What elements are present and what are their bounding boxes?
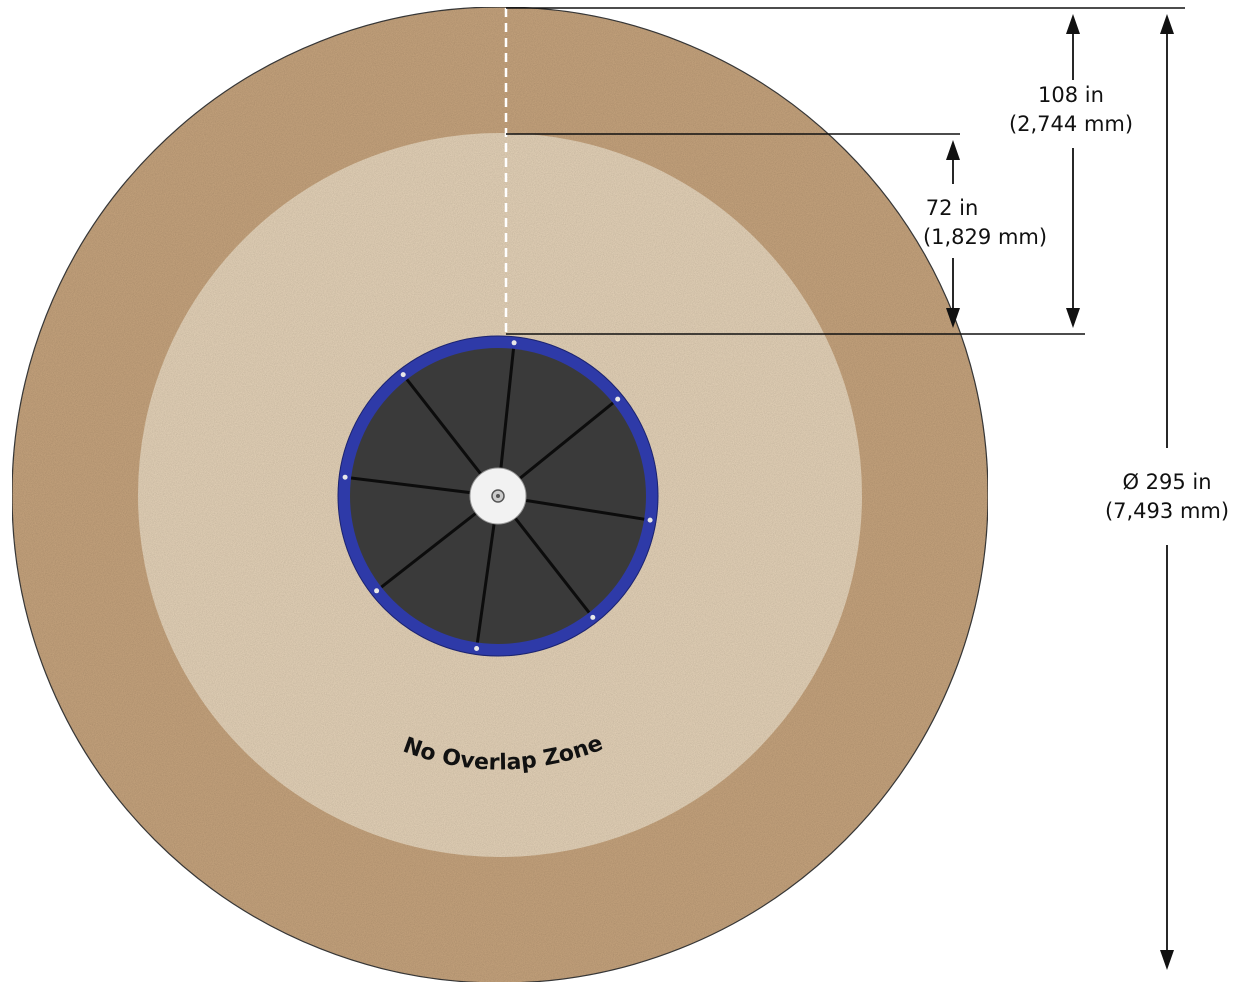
arrowhead-icon xyxy=(1160,14,1174,34)
arrowhead-icon xyxy=(1066,14,1080,34)
bolt-icon xyxy=(511,340,517,346)
bolt-icon xyxy=(342,474,348,480)
equipment-spokes xyxy=(342,340,653,651)
bolt-icon xyxy=(590,614,596,620)
spoke xyxy=(380,512,477,589)
spoke xyxy=(405,378,482,475)
arrowhead-icon xyxy=(946,140,960,160)
equipment-top-view xyxy=(337,335,659,657)
arrowhead-icon xyxy=(946,308,960,328)
dimension-outer-offset: 108 in (2,744 mm) xyxy=(1009,14,1133,328)
arrowhead-icon xyxy=(1066,308,1080,328)
inner-offset-value: 72 in xyxy=(926,196,979,220)
spoke xyxy=(475,523,496,643)
bolt-icon xyxy=(400,372,406,378)
bolt-icon xyxy=(474,646,480,651)
outer-offset-metric: (2,744 mm) xyxy=(1009,112,1133,136)
spoke xyxy=(514,517,591,614)
dimension-diameter: Ø 295 in (7,493 mm) xyxy=(1105,14,1229,970)
spoke xyxy=(499,348,515,469)
spoke xyxy=(350,476,471,495)
spoke xyxy=(518,401,614,480)
hub-dot-icon xyxy=(496,494,500,498)
bolt-icon xyxy=(647,517,653,523)
bolt-icon xyxy=(615,396,621,402)
dimension-inner-offset: 72 in (1,829 mm) xyxy=(923,140,1047,328)
inner-offset-metric: (1,829 mm) xyxy=(923,225,1047,249)
arrowhead-icon xyxy=(1160,950,1174,970)
outer-offset-value: 108 in xyxy=(1038,83,1104,107)
spoke xyxy=(525,498,645,521)
diameter-metric: (7,493 mm) xyxy=(1105,499,1229,523)
bolt-icon xyxy=(374,588,380,594)
diameter-value: Ø 295 in xyxy=(1122,470,1211,494)
